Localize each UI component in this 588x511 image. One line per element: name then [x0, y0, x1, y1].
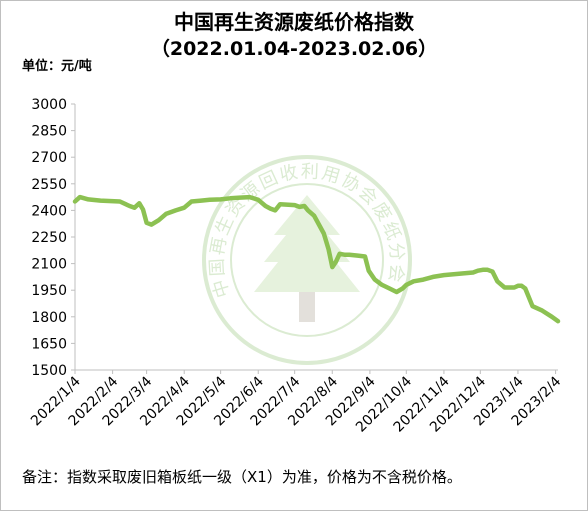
y-tick-label: 1950: [31, 283, 67, 299]
y-tick-label: 2850: [31, 124, 67, 140]
watermark-seal: 中国再生资源回收利用协会废纸分会: [202, 155, 412, 365]
footnote: 备注：指数采取废旧箱板纸一级（X1）为准，价格为不含税价格。: [22, 468, 462, 486]
y-tick-label: 1650: [31, 336, 67, 352]
y-tick-label: 2100: [31, 257, 67, 273]
y-tick-label: 2550: [31, 177, 67, 193]
y-tick-label: 2250: [31, 230, 67, 246]
price-index-line: [72, 194, 561, 324]
y-tick-label: 2400: [31, 203, 67, 219]
chart-title: 中国再生资源废纸价格指数: [174, 10, 414, 34]
y-tick-label: 2700: [31, 150, 67, 166]
unit-label: 单位：元/吨: [22, 59, 92, 74]
y-tick-label: 1800: [31, 310, 67, 326]
y-tick-label: 1500: [31, 363, 67, 379]
y-tick-label: 3000: [31, 97, 67, 113]
chart-subtitle: （2022.01.04-2023.02.06）: [150, 38, 438, 60]
